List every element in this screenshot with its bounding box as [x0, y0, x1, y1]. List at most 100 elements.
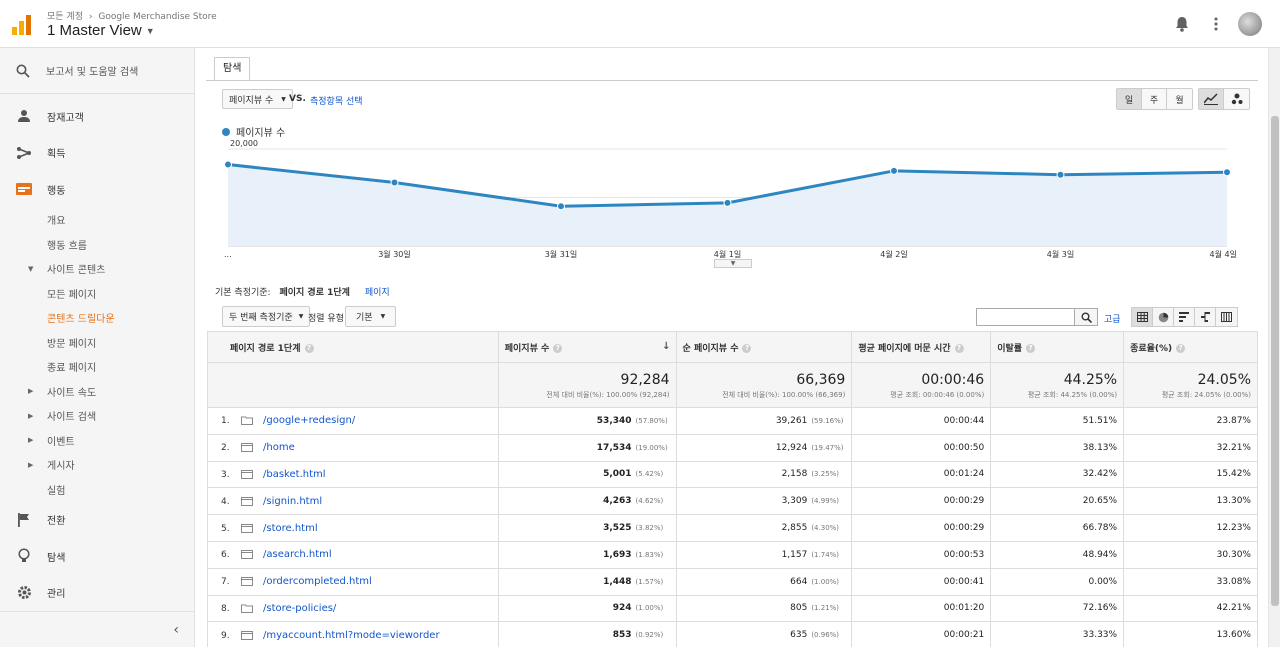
unique-pageviews-value: 3,309 — [781, 496, 808, 507]
page-icon[interactable] — [241, 443, 253, 453]
exit-rate-cell: 30.30% — [1123, 540, 1258, 569]
scrollbar-thumb[interactable] — [1271, 116, 1279, 606]
pageviews-percent: (3.82%) — [635, 524, 664, 533]
bounce-rate-cell: 33.33% — [990, 621, 1125, 647]
motion-chart-button[interactable] — [1224, 89, 1249, 109]
sidebar-item-admin[interactable]: 관리 — [0, 575, 194, 612]
sidebar-sub-experiments[interactable]: 실험 — [0, 477, 194, 502]
page-path-link[interactable]: /myaccount.html?mode=vieworder — [263, 629, 440, 641]
column-header-page-path[interactable]: 페이지 경로 1단계? — [207, 331, 499, 363]
page-icon[interactable] — [241, 469, 253, 479]
bar-list-icon — [1178, 312, 1189, 322]
unique-pageviews-cell: 3,309 (4.99%) — [675, 487, 853, 516]
view-title: 1 Master View — [47, 22, 142, 39]
sidebar-sub-site-search[interactable]: ▶ 사이트 검색 — [0, 404, 194, 429]
sidebar-item-discover[interactable]: 탐색 — [0, 538, 194, 575]
sidebar-item-conversions[interactable]: 전환 — [0, 502, 194, 539]
help-icon[interactable]: ? — [954, 343, 964, 353]
pageviews-value: 53,340 — [596, 415, 632, 426]
notifications-bell-icon[interactable] — [1172, 14, 1192, 34]
page-path-link[interactable]: /google+redesign/ — [263, 415, 356, 427]
sidebar-item-behavior[interactable]: 행동 — [0, 171, 194, 208]
page-path-link[interactable]: /signin.html — [263, 495, 323, 507]
metric-select[interactable]: 페이지뷰 수 ▼ — [222, 89, 293, 109]
help-icon[interactable]: ? — [1026, 343, 1036, 353]
table-filter-search-button[interactable] — [1074, 308, 1098, 326]
column-header-pageviews[interactable]: 페이지뷰 수? ↓ — [497, 331, 677, 363]
sidebar-sub-overview[interactable]: 개요 — [0, 208, 194, 233]
total-sub: 전체 대비 비율(%): 100.00% (66,369) — [722, 391, 846, 399]
page-scrollbar[interactable] — [1268, 48, 1280, 647]
breadcrumb[interactable]: 모든 계정 › Google Merchandise Store — [47, 9, 217, 22]
sidebar-sub-label: 사이트 속도 — [47, 387, 97, 399]
help-icon[interactable]: ? — [553, 343, 563, 353]
help-icon[interactable]: ? — [742, 343, 752, 353]
sidebar-sub-content-drilldown[interactable]: 콘텐츠 드릴다운 — [0, 306, 194, 331]
search-icon — [16, 64, 30, 78]
page-path-link[interactable]: /home — [263, 442, 295, 454]
period-day-button[interactable]: 일 — [1117, 89, 1142, 109]
page-icon[interactable] — [241, 550, 253, 560]
column-header-unique-pageviews[interactable]: 순 페이지뷰 수? — [675, 331, 853, 363]
page-icon[interactable] — [241, 577, 253, 587]
sidebar-item-audience[interactable]: 잠재고객 — [0, 98, 194, 135]
sidebar-sub-site-content[interactable]: ▼ 사이트 콘텐츠 — [0, 257, 194, 282]
page-path-link[interactable]: /ordercompleted.html — [263, 576, 372, 588]
pivot-view-button[interactable] — [1216, 308, 1237, 326]
collapse-sidebar-button[interactable]: ‹ — [0, 611, 195, 647]
sort-type-select[interactable]: 기본 ▼ — [345, 306, 397, 327]
analytics-logo-icon[interactable] — [12, 15, 32, 35]
data-table-view-button[interactable] — [1132, 308, 1153, 326]
chart-resize-handle[interactable]: ▼ — [714, 259, 752, 268]
data-point — [723, 198, 732, 207]
sidebar-sub-all-pages[interactable]: 모든 페이지 — [0, 281, 194, 306]
gear-icon — [16, 585, 32, 601]
table-row: 6./asearch.html 1,693 (1.83%) 1,157 (1.74%) 0… — [207, 540, 1258, 569]
sidebar-sub-events[interactable]: ▶ 이벤트 — [0, 428, 194, 453]
motion-chart-icon — [1231, 93, 1242, 105]
view-selector[interactable]: 1 Master View ▼ — [47, 22, 155, 39]
primary-dimension-alt-link[interactable]: 페이지 — [364, 288, 390, 298]
page-icon[interactable] — [241, 523, 253, 533]
folder-icon[interactable] — [241, 416, 253, 426]
help-icon[interactable]: ? — [304, 343, 314, 353]
breadcrumb-property[interactable]: Google Merchandise Store — [98, 12, 217, 22]
unique-pageviews-cell: 12,924 (19.47%) — [675, 433, 853, 462]
more-vert-icon[interactable] — [1206, 14, 1226, 34]
sidebar-sub-publisher[interactable]: ▶ 게시자 — [0, 453, 194, 478]
breadcrumb-account[interactable]: 모든 계정 — [47, 12, 83, 22]
period-month-button[interactable]: 월 — [1175, 95, 1184, 106]
x-tick-label: 3월 30일 — [378, 249, 411, 259]
sidebar-sub-site-speed[interactable]: ▶ 사이트 속도 — [0, 379, 194, 404]
sidebar-item-acquisition[interactable]: 획득 — [0, 135, 194, 172]
pie-view-button[interactable] — [1153, 308, 1174, 326]
secondary-dimension-button[interactable]: 두 번째 측정기준 ▼ — [222, 306, 311, 327]
column-header-avg-time[interactable]: 평균 페이지에 머문 시간? — [851, 331, 992, 363]
column-header-exit-rate[interactable]: 종료율(%)? — [1123, 331, 1258, 363]
pageviews-percent: (19.00%) — [635, 443, 668, 452]
page-icon[interactable] — [241, 496, 253, 506]
page-path-link[interactable]: /basket.html — [263, 468, 326, 480]
period-week-button[interactable]: 주 — [1142, 89, 1167, 109]
performance-view-button[interactable] — [1174, 308, 1195, 326]
page-path-link[interactable]: /store-policies/ — [263, 602, 337, 614]
help-icon[interactable]: ? — [1176, 343, 1186, 353]
column-header-bounce-rate[interactable]: 이탈률? — [990, 331, 1125, 363]
sidebar-sub-exit-pages[interactable]: 종료 페이지 — [0, 355, 194, 380]
comparison-view-button[interactable] — [1195, 308, 1216, 326]
user-avatar[interactable] — [1238, 12, 1262, 36]
folder-icon[interactable] — [241, 604, 253, 613]
page-path-link[interactable]: /store.html — [263, 522, 318, 534]
expanded-triangle-icon: ▼ — [28, 264, 34, 273]
sidebar-sub-landing-pages[interactable]: 방문 페이지 — [0, 330, 194, 355]
x-tick-label: 4월 1일 — [714, 249, 741, 259]
page-icon[interactable] — [241, 630, 253, 640]
page-path-link[interactable]: /asearch.html — [263, 549, 332, 561]
tab-explorer[interactable]: 탐색 — [214, 57, 251, 81]
advanced-filter-link[interactable]: 고급 — [1104, 315, 1121, 325]
sidebar-search[interactable]: 보고서 및 도움말 검색 — [0, 48, 194, 94]
select-metric-link[interactable]: 측정항목 선택 — [310, 97, 363, 107]
line-chart-button[interactable] — [1199, 89, 1224, 109]
sidebar-sub-behavior-flow[interactable]: 행동 흐름 — [0, 232, 194, 257]
pageviews-cell: 4,263 (4.62%) — [497, 487, 677, 516]
